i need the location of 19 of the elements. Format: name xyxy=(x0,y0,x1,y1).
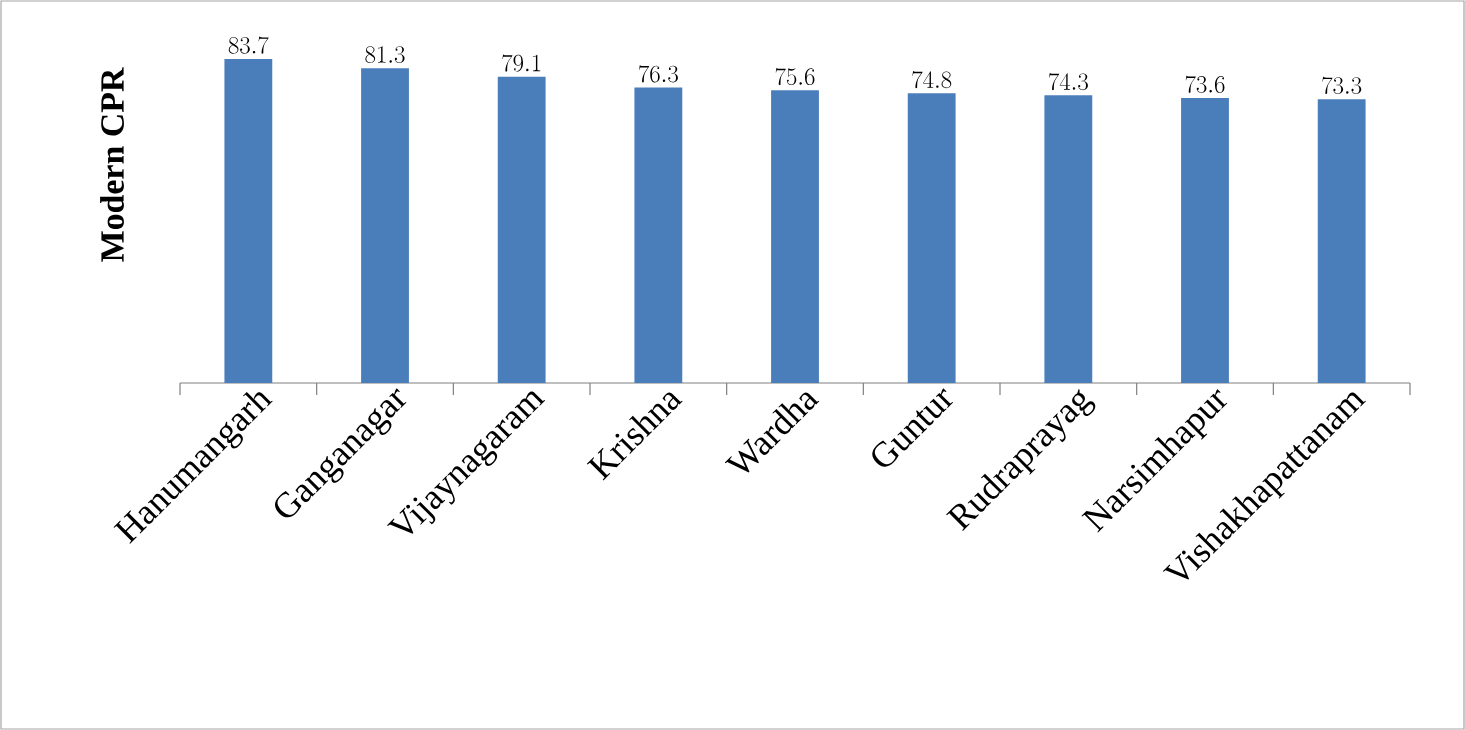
data-label: 74.3 xyxy=(1049,72,1088,91)
data-label: 81 .3 xyxy=(365,46,405,64)
bar xyxy=(634,87,683,383)
bar xyxy=(497,76,546,383)
bar xyxy=(1181,97,1229,383)
data-label: 73.6 xyxy=(1185,75,1225,93)
data-label: 73.3 xyxy=(1322,76,1362,95)
bar xyxy=(907,93,956,383)
bar xyxy=(224,58,273,383)
data-label: 83.7 xyxy=(228,36,269,54)
data-label: 76.3 xyxy=(639,65,678,83)
bar xyxy=(771,90,819,383)
data-label: 79. 1 xyxy=(502,54,541,72)
bar xyxy=(1044,95,1093,383)
bar xyxy=(361,68,409,383)
data-label: 74.8 xyxy=(912,71,952,89)
bar xyxy=(1317,99,1366,383)
data-label: 75.6 xyxy=(775,67,815,86)
y-axis-title: Modern CPR xyxy=(100,67,124,262)
